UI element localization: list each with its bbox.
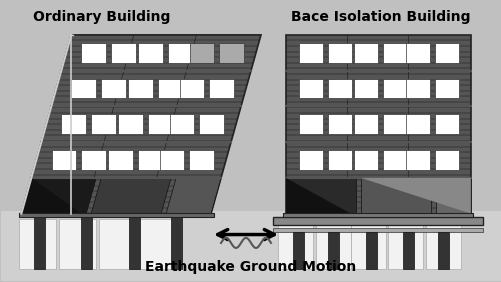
Bar [327, 79, 351, 98]
Bar [138, 219, 176, 269]
Bar [99, 219, 136, 269]
Polygon shape [168, 43, 192, 63]
Polygon shape [101, 79, 126, 98]
Bar [19, 219, 56, 269]
Bar [434, 114, 458, 134]
Bar [298, 79, 322, 98]
Polygon shape [62, 114, 86, 134]
Polygon shape [189, 150, 213, 170]
Polygon shape [81, 43, 106, 63]
Bar [437, 232, 448, 269]
Polygon shape [71, 79, 96, 98]
Bar [171, 213, 182, 269]
Bar [327, 43, 351, 63]
Polygon shape [22, 178, 81, 213]
Polygon shape [169, 114, 194, 134]
Bar [354, 114, 378, 134]
Bar [383, 43, 406, 63]
Bar [354, 43, 378, 63]
Bar [298, 114, 322, 134]
Bar [283, 213, 472, 217]
Polygon shape [179, 79, 204, 98]
Bar [405, 114, 429, 134]
Bar [434, 79, 458, 98]
Polygon shape [219, 43, 243, 63]
Text: Earthquake Ground Motion: Earthquake Ground Motion [145, 260, 356, 274]
Polygon shape [22, 178, 96, 213]
Bar [434, 150, 458, 170]
Polygon shape [360, 178, 470, 213]
Bar [405, 150, 429, 170]
Bar [365, 232, 376, 269]
Bar [273, 217, 482, 225]
Bar [327, 150, 351, 170]
Polygon shape [138, 43, 163, 63]
Bar [328, 232, 339, 269]
Bar [405, 43, 429, 63]
Polygon shape [52, 150, 76, 170]
Bar [402, 232, 413, 269]
Bar [2, 211, 499, 281]
Bar [354, 79, 378, 98]
Polygon shape [118, 114, 143, 134]
Bar [383, 114, 406, 134]
Polygon shape [91, 114, 116, 134]
Polygon shape [81, 150, 106, 170]
Bar [350, 219, 385, 269]
Bar [273, 228, 482, 232]
Bar [34, 213, 45, 269]
Bar [327, 114, 351, 134]
Bar [425, 219, 460, 269]
Bar [387, 219, 422, 269]
Polygon shape [22, 35, 261, 213]
Polygon shape [159, 150, 184, 170]
Bar [315, 219, 350, 269]
Polygon shape [108, 150, 133, 170]
Bar [298, 43, 322, 63]
Bar [405, 79, 429, 98]
Polygon shape [286, 178, 350, 213]
Polygon shape [286, 178, 355, 213]
Bar [293, 232, 304, 269]
Bar [278, 219, 313, 269]
Polygon shape [111, 43, 135, 63]
Polygon shape [209, 79, 233, 98]
Bar [59, 219, 96, 269]
Bar [286, 35, 470, 213]
Text: Bace Isolation Building: Bace Isolation Building [291, 10, 469, 24]
Polygon shape [189, 43, 214, 63]
Bar [298, 150, 322, 170]
Polygon shape [148, 114, 172, 134]
Bar [81, 213, 92, 269]
Polygon shape [138, 150, 162, 170]
Bar [128, 213, 139, 269]
Bar [434, 43, 458, 63]
Polygon shape [91, 178, 171, 213]
Polygon shape [128, 79, 153, 98]
Polygon shape [199, 114, 223, 134]
Polygon shape [360, 178, 430, 213]
Polygon shape [166, 178, 220, 213]
Polygon shape [158, 79, 182, 98]
Bar [383, 150, 406, 170]
Bar [354, 150, 378, 170]
Bar [19, 213, 213, 217]
Polygon shape [435, 178, 470, 213]
Text: Ordinary Building: Ordinary Building [33, 10, 169, 24]
Bar [383, 79, 406, 98]
